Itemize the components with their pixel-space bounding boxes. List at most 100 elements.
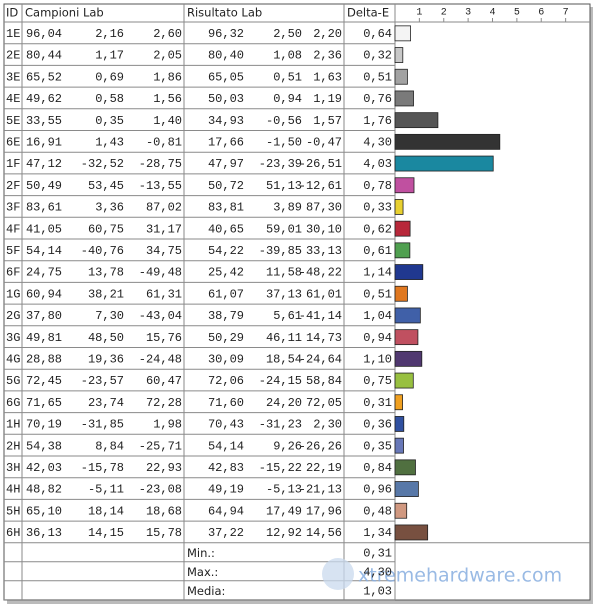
cell: 54,14 bbox=[26, 244, 62, 258]
x-tick-label: 4 bbox=[489, 8, 495, 19]
cell: 0,94 bbox=[273, 92, 302, 106]
cell: 83,61 bbox=[26, 201, 62, 215]
cell: 1,86 bbox=[153, 70, 182, 84]
cell: 80,44 bbox=[26, 49, 62, 63]
cell: -12,61 bbox=[299, 179, 342, 193]
cell: 3,36 bbox=[95, 201, 124, 215]
cell: 0,35 bbox=[95, 114, 124, 128]
cell: 60,94 bbox=[26, 287, 62, 301]
cell: -49,48 bbox=[139, 266, 182, 280]
cell: 2,05 bbox=[153, 49, 182, 63]
header-risultato: Risultato Lab bbox=[187, 6, 262, 20]
x-tick-label: 3 bbox=[465, 8, 471, 19]
watermark-text: xtremehardware.com bbox=[358, 565, 562, 587]
row-id: 3F bbox=[6, 201, 20, 215]
cell: 65,10 bbox=[26, 504, 62, 518]
cell: 1,63 bbox=[313, 70, 342, 84]
cell: 48,82 bbox=[26, 483, 62, 497]
bar bbox=[394, 524, 429, 541]
cell: 8,84 bbox=[95, 439, 124, 453]
bar bbox=[394, 242, 411, 259]
cell: 61,07 bbox=[208, 287, 244, 301]
cell: 18,54 bbox=[266, 353, 302, 367]
cell: 70,19 bbox=[26, 418, 62, 432]
bar bbox=[394, 502, 408, 519]
row-id: 2H bbox=[6, 439, 20, 453]
cell: 49,81 bbox=[26, 331, 62, 345]
summary-label: Media: bbox=[187, 584, 225, 598]
cell: 36,13 bbox=[26, 526, 62, 540]
x-tick-label: 6 bbox=[538, 8, 544, 19]
cell: 23,74 bbox=[88, 396, 124, 410]
row-id: 6G bbox=[6, 396, 20, 410]
cell: -24,15 bbox=[259, 374, 302, 388]
row-id: 6E bbox=[6, 136, 20, 150]
summary-value: 4,30 bbox=[363, 565, 392, 579]
x-tick-label: 1 bbox=[416, 8, 422, 19]
cell: 19,36 bbox=[88, 353, 124, 367]
cell: 24,20 bbox=[266, 396, 302, 410]
cell: 1,98 bbox=[153, 418, 182, 432]
cell: -13,55 bbox=[139, 179, 182, 193]
delta-e: 0,94 bbox=[363, 331, 392, 345]
cell: 2,50 bbox=[273, 27, 302, 41]
cell: 71,60 bbox=[208, 396, 244, 410]
cell: 5,61 bbox=[273, 309, 302, 323]
delta-e: 1,04 bbox=[363, 309, 392, 323]
delta-e: 0,64 bbox=[363, 27, 392, 41]
row-id: 4F bbox=[6, 222, 20, 236]
delta-e: 4,30 bbox=[363, 136, 392, 150]
cell: 13,78 bbox=[88, 266, 124, 280]
cell: 72,28 bbox=[146, 396, 182, 410]
cell: -15,22 bbox=[259, 461, 302, 475]
cell: -32,52 bbox=[81, 157, 124, 171]
cell: 30,10 bbox=[306, 222, 342, 236]
summary-value: 0,31 bbox=[363, 546, 392, 560]
cell: 18,68 bbox=[146, 504, 182, 518]
row-id: 2G bbox=[6, 309, 20, 323]
delta-e: 1,34 bbox=[363, 526, 392, 540]
cell: 17,66 bbox=[208, 136, 244, 150]
cell: 33,13 bbox=[306, 244, 342, 258]
cell: 87,30 bbox=[306, 201, 342, 215]
bar bbox=[394, 68, 408, 85]
cell: 42,03 bbox=[26, 461, 62, 475]
cell: 15,78 bbox=[146, 526, 182, 540]
cell: -23,08 bbox=[139, 483, 182, 497]
delta-e: 0,48 bbox=[363, 504, 392, 518]
cell: -15,78 bbox=[81, 461, 124, 475]
bar bbox=[394, 437, 404, 454]
bar bbox=[394, 264, 424, 280]
cell: 22,19 bbox=[306, 461, 342, 475]
row-id: 3E bbox=[6, 70, 20, 84]
cell: 22,93 bbox=[146, 461, 182, 475]
cell: 14,73 bbox=[306, 331, 342, 345]
table-frame bbox=[3, 3, 591, 601]
bar bbox=[394, 47, 404, 63]
cell: -39,85 bbox=[259, 244, 302, 258]
summary-label: Max.: bbox=[187, 565, 218, 579]
bar bbox=[394, 155, 494, 172]
cell: 50,29 bbox=[208, 331, 244, 345]
bar bbox=[394, 307, 421, 324]
cell: 7,30 bbox=[95, 309, 124, 323]
delta-e: 0,76 bbox=[363, 92, 392, 106]
bar bbox=[394, 372, 414, 389]
row-id: 5G bbox=[6, 374, 20, 388]
header-delta-e: Delta-E bbox=[347, 6, 389, 20]
cell: 72,45 bbox=[26, 374, 62, 388]
cell: 18,14 bbox=[88, 504, 124, 518]
row-id: 1E bbox=[6, 27, 20, 41]
bar bbox=[394, 481, 419, 497]
cell: 17,96 bbox=[306, 504, 342, 518]
cell: 49,19 bbox=[208, 483, 244, 497]
cell: 46,11 bbox=[266, 331, 302, 345]
cell: 0,69 bbox=[95, 70, 124, 84]
bar bbox=[394, 459, 416, 476]
cell: 80,40 bbox=[208, 49, 244, 63]
cell: 83,81 bbox=[208, 201, 244, 215]
row-id: 1G bbox=[6, 287, 20, 301]
cell: 1,19 bbox=[313, 92, 342, 106]
cell: -5,13 bbox=[266, 483, 302, 497]
